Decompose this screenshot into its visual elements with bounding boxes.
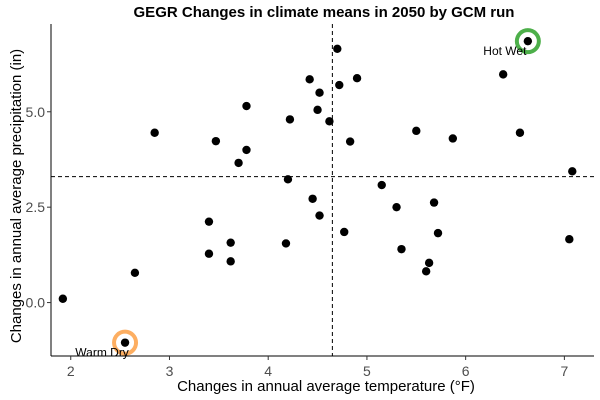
data-point [565, 235, 574, 244]
data-point [325, 117, 334, 126]
data-point [315, 211, 324, 220]
data-point [498, 70, 508, 79]
data-point [211, 136, 221, 146]
data-point [424, 258, 434, 268]
data-point [377, 180, 386, 190]
data-point [150, 128, 159, 137]
data-point [421, 267, 431, 276]
x-tick-label: 6 [462, 363, 470, 379]
highlight-label: Hot Wet [483, 44, 527, 58]
data-point [515, 128, 525, 137]
data-point [345, 137, 355, 146]
y-axis-ticks: 0.0 2.5 5.0 [26, 104, 51, 311]
y-tick-label: 5.0 [26, 104, 46, 120]
x-tick-label: 2 [67, 363, 75, 379]
data-point [283, 175, 293, 184]
x-tick-label: 5 [363, 363, 371, 379]
data-point [340, 227, 349, 237]
data-point [308, 194, 317, 203]
data-points [58, 36, 577, 347]
data-point [226, 257, 235, 266]
data-point [333, 44, 342, 54]
data-point [242, 101, 251, 111]
x-axis-ticks: 2 3 4 5 6 7 [67, 356, 568, 379]
chart-title: GEGR Changes in climate means in 2050 by… [134, 4, 515, 21]
data-point [204, 249, 214, 258]
data-point [281, 239, 291, 248]
y-tick-label: 0.0 [26, 295, 46, 311]
data-point [242, 145, 251, 155]
data-point [412, 126, 421, 136]
data-point [433, 228, 443, 238]
highlight-ring [112, 329, 139, 356]
data-point [429, 198, 439, 207]
data-point [285, 115, 295, 124]
data-point [313, 105, 322, 115]
data-point [397, 244, 406, 254]
highlight-ring [514, 28, 541, 55]
data-point [234, 158, 243, 168]
data-point [568, 167, 577, 176]
y-axis-title: Changes in annual average precipitation … [8, 49, 25, 343]
data-point [204, 217, 214, 226]
y-tick-label: 2.5 [26, 199, 46, 215]
reference-lines [51, 24, 594, 356]
data-point [352, 73, 362, 83]
data-point [392, 202, 401, 212]
data-point [226, 238, 235, 247]
plot-area: Hot Wet Warm Dry 2 3 4 5 6 7 0.0 2.5 5.0 [26, 24, 594, 379]
data-point [120, 338, 130, 347]
data-point [335, 80, 344, 90]
data-point [130, 268, 140, 278]
data-point [58, 294, 68, 303]
x-tick-label: 7 [560, 363, 568, 379]
x-tick-label: 3 [166, 363, 174, 379]
x-axis-title: Changes in annual average temperature (°… [177, 378, 475, 395]
data-point [448, 134, 458, 143]
data-point [523, 36, 533, 46]
data-point [305, 75, 314, 84]
x-tick-label: 4 [264, 363, 272, 379]
data-point [315, 88, 324, 97]
highlight-label: Warm Dry [75, 346, 129, 360]
